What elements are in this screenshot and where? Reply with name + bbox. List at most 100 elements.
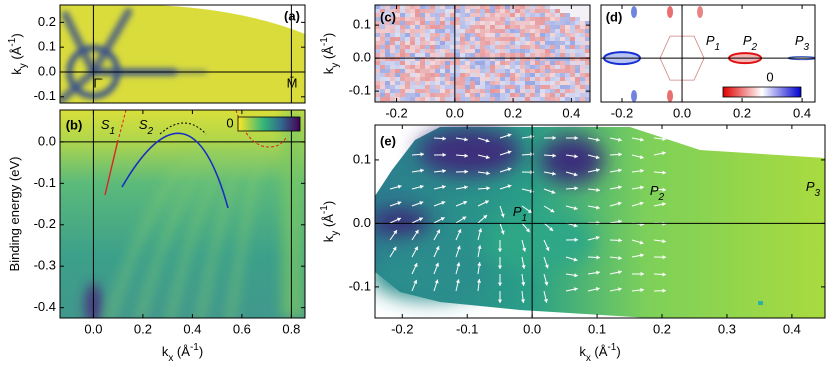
map-pixel <box>485 85 490 89</box>
map-pixel <box>455 65 460 69</box>
map-pixel <box>575 93 580 97</box>
map-pixel <box>485 5 490 9</box>
map-pixel <box>400 13 405 17</box>
map-pixel <box>435 29 440 33</box>
map-pixel <box>440 33 445 37</box>
map-pixel <box>525 37 530 41</box>
map-pixel <box>400 89 405 93</box>
map-pixel <box>385 37 390 41</box>
pocket <box>667 90 674 102</box>
map-pixel <box>585 29 590 33</box>
map-pixel <box>400 69 405 73</box>
arrow-head <box>544 281 549 286</box>
map-pixel <box>455 57 460 61</box>
map-pixel <box>540 33 545 37</box>
map-pixel <box>535 81 540 85</box>
map-pixel <box>400 9 405 13</box>
map-pixel <box>485 13 490 17</box>
map-pixel <box>390 73 395 77</box>
map-pixel <box>580 41 585 45</box>
map-pixel <box>585 73 590 77</box>
map-pixel <box>385 77 390 81</box>
map-pixel <box>560 13 565 17</box>
map-pixel <box>385 45 390 49</box>
map-pixel <box>500 49 505 53</box>
map-pixel <box>510 25 515 29</box>
map-pixel <box>375 65 380 69</box>
map-pixel <box>540 13 545 17</box>
y-axis-label: ky (Å-1) <box>319 33 341 74</box>
x-tick-label: 0.2 <box>504 105 522 120</box>
map-pixel <box>560 21 565 25</box>
map-pixel <box>555 41 560 45</box>
map-pixel <box>495 81 500 85</box>
map-pixel <box>375 21 380 25</box>
map-pixel <box>400 41 405 45</box>
map-pixel <box>430 21 435 25</box>
map-pixel <box>400 97 405 101</box>
text-part: ) <box>9 33 24 37</box>
map-pixel <box>500 17 505 21</box>
map-pixel <box>405 13 410 17</box>
map-pixel <box>450 33 455 37</box>
map-pixel <box>565 33 570 37</box>
map-pixel <box>490 65 495 69</box>
text-part: (Å <box>591 344 608 359</box>
arrow-head <box>419 184 424 189</box>
map-pixel <box>570 53 575 57</box>
arrow-head <box>477 245 482 249</box>
map-pixel <box>505 25 510 29</box>
map-pixel <box>570 25 575 29</box>
map-pixel <box>485 17 490 21</box>
map-pixel <box>495 65 500 69</box>
map-pixel <box>410 65 415 69</box>
map-pixel <box>555 89 560 93</box>
map-pixel <box>465 65 470 69</box>
arrow-head <box>640 168 644 173</box>
map-pixel <box>535 53 540 57</box>
blob <box>485 210 595 270</box>
map-pixel <box>495 21 500 25</box>
annotation: P1 <box>706 33 720 53</box>
map-pixel <box>475 77 480 81</box>
map-pixel <box>450 57 455 61</box>
map-pixel <box>420 17 425 21</box>
map-pixel <box>415 29 420 33</box>
map-pixel <box>490 77 495 81</box>
map-pixel <box>565 69 570 73</box>
map-pixel <box>450 5 455 9</box>
map-pixel <box>565 97 570 101</box>
map-pixel <box>580 49 585 53</box>
map-pixel <box>510 73 515 77</box>
map-pixel <box>490 85 495 89</box>
map-pixel <box>445 17 450 21</box>
map-pixel <box>425 81 430 85</box>
map-pixel <box>505 85 510 89</box>
map-pixel <box>380 57 385 61</box>
map-pixel <box>460 97 465 101</box>
arrow-head <box>640 185 644 190</box>
arrow-head <box>543 298 548 303</box>
map-pixel <box>585 77 590 81</box>
map-pixel <box>485 61 490 65</box>
x-tick-label: 0.2 <box>134 321 152 336</box>
map-pixel <box>415 9 420 13</box>
map-pixel <box>485 25 490 29</box>
arrow-head <box>420 152 424 157</box>
map-pixel <box>485 29 490 33</box>
map-pixel <box>515 89 520 93</box>
map-pixel <box>525 29 530 33</box>
map-pixel <box>430 73 435 77</box>
map-pixel <box>425 69 430 73</box>
map-pixel <box>405 29 410 33</box>
map-pixel <box>425 25 430 29</box>
map-pixel <box>450 93 455 97</box>
blob <box>375 250 490 300</box>
map-pixel <box>470 9 475 13</box>
band-streak <box>227 147 263 318</box>
panel-label: (d) <box>606 9 623 24</box>
map-pixel <box>540 49 545 53</box>
map-pixel <box>375 37 380 41</box>
map-pixel <box>395 73 400 77</box>
map-pixel <box>410 93 415 97</box>
